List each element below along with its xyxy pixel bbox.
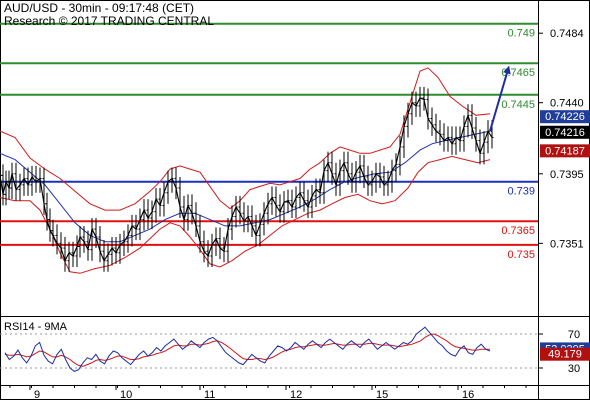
x-tick-label: 15 — [376, 389, 388, 400]
rsi-badge — [540, 347, 590, 361]
price-badge-label: 0.74226 — [545, 111, 585, 123]
rsi-tick-label: 30 — [568, 363, 580, 375]
x-tick-label: 10 — [120, 389, 132, 400]
x-tick-label: 12 — [290, 389, 302, 400]
bollinger-lower-band — [0, 155, 491, 274]
rsi-line — [4, 326, 491, 372]
rsi-label: RSI14 - 9MA — [4, 321, 68, 333]
y-tick-label: 0.7351 — [550, 238, 584, 250]
rsi-ma-line — [4, 333, 490, 367]
level-label: 0.7365 — [501, 225, 535, 237]
price-bars — [0, 86, 494, 272]
moving-average-line — [0, 130, 491, 243]
chart-title: AUD/USD - 30min - 09:17:48 (CET) — [4, 1, 195, 15]
y-tick-label: 0.7395 — [550, 169, 584, 181]
level-label: 0.739 — [507, 186, 535, 198]
y-tick-label: 0.7484 — [550, 28, 584, 40]
y-tick-label: 0.7440 — [550, 98, 584, 110]
level-label: 0.735 — [507, 249, 535, 261]
level-label: 0.749 — [507, 28, 535, 40]
rsi-tick-label: 70 — [568, 329, 580, 341]
projection-arrow — [489, 65, 511, 132]
price-badge-label: 0.74216 — [545, 127, 585, 139]
chart-subtitle: Research © 2017 TRADING CENTRAL — [4, 14, 215, 28]
x-tick-label: 16 — [462, 389, 474, 400]
price-badge — [540, 125, 590, 139]
price-line — [0, 97, 493, 263]
rsi-badge-label: 49.179 — [548, 349, 582, 361]
bollinger-upper-band — [0, 67, 491, 211]
price-badge — [540, 110, 590, 124]
level-label: 0.7445 — [501, 99, 535, 111]
price-badge-label: 0.74187 — [545, 145, 585, 157]
x-tick-label: 9 — [34, 389, 40, 400]
x-tick-label: 11 — [204, 389, 215, 400]
price-badge — [540, 144, 590, 158]
